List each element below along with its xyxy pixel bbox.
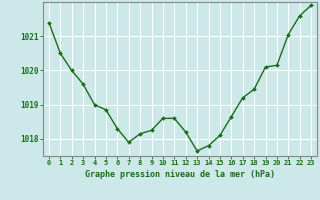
X-axis label: Graphe pression niveau de la mer (hPa): Graphe pression niveau de la mer (hPa) [85,170,275,179]
